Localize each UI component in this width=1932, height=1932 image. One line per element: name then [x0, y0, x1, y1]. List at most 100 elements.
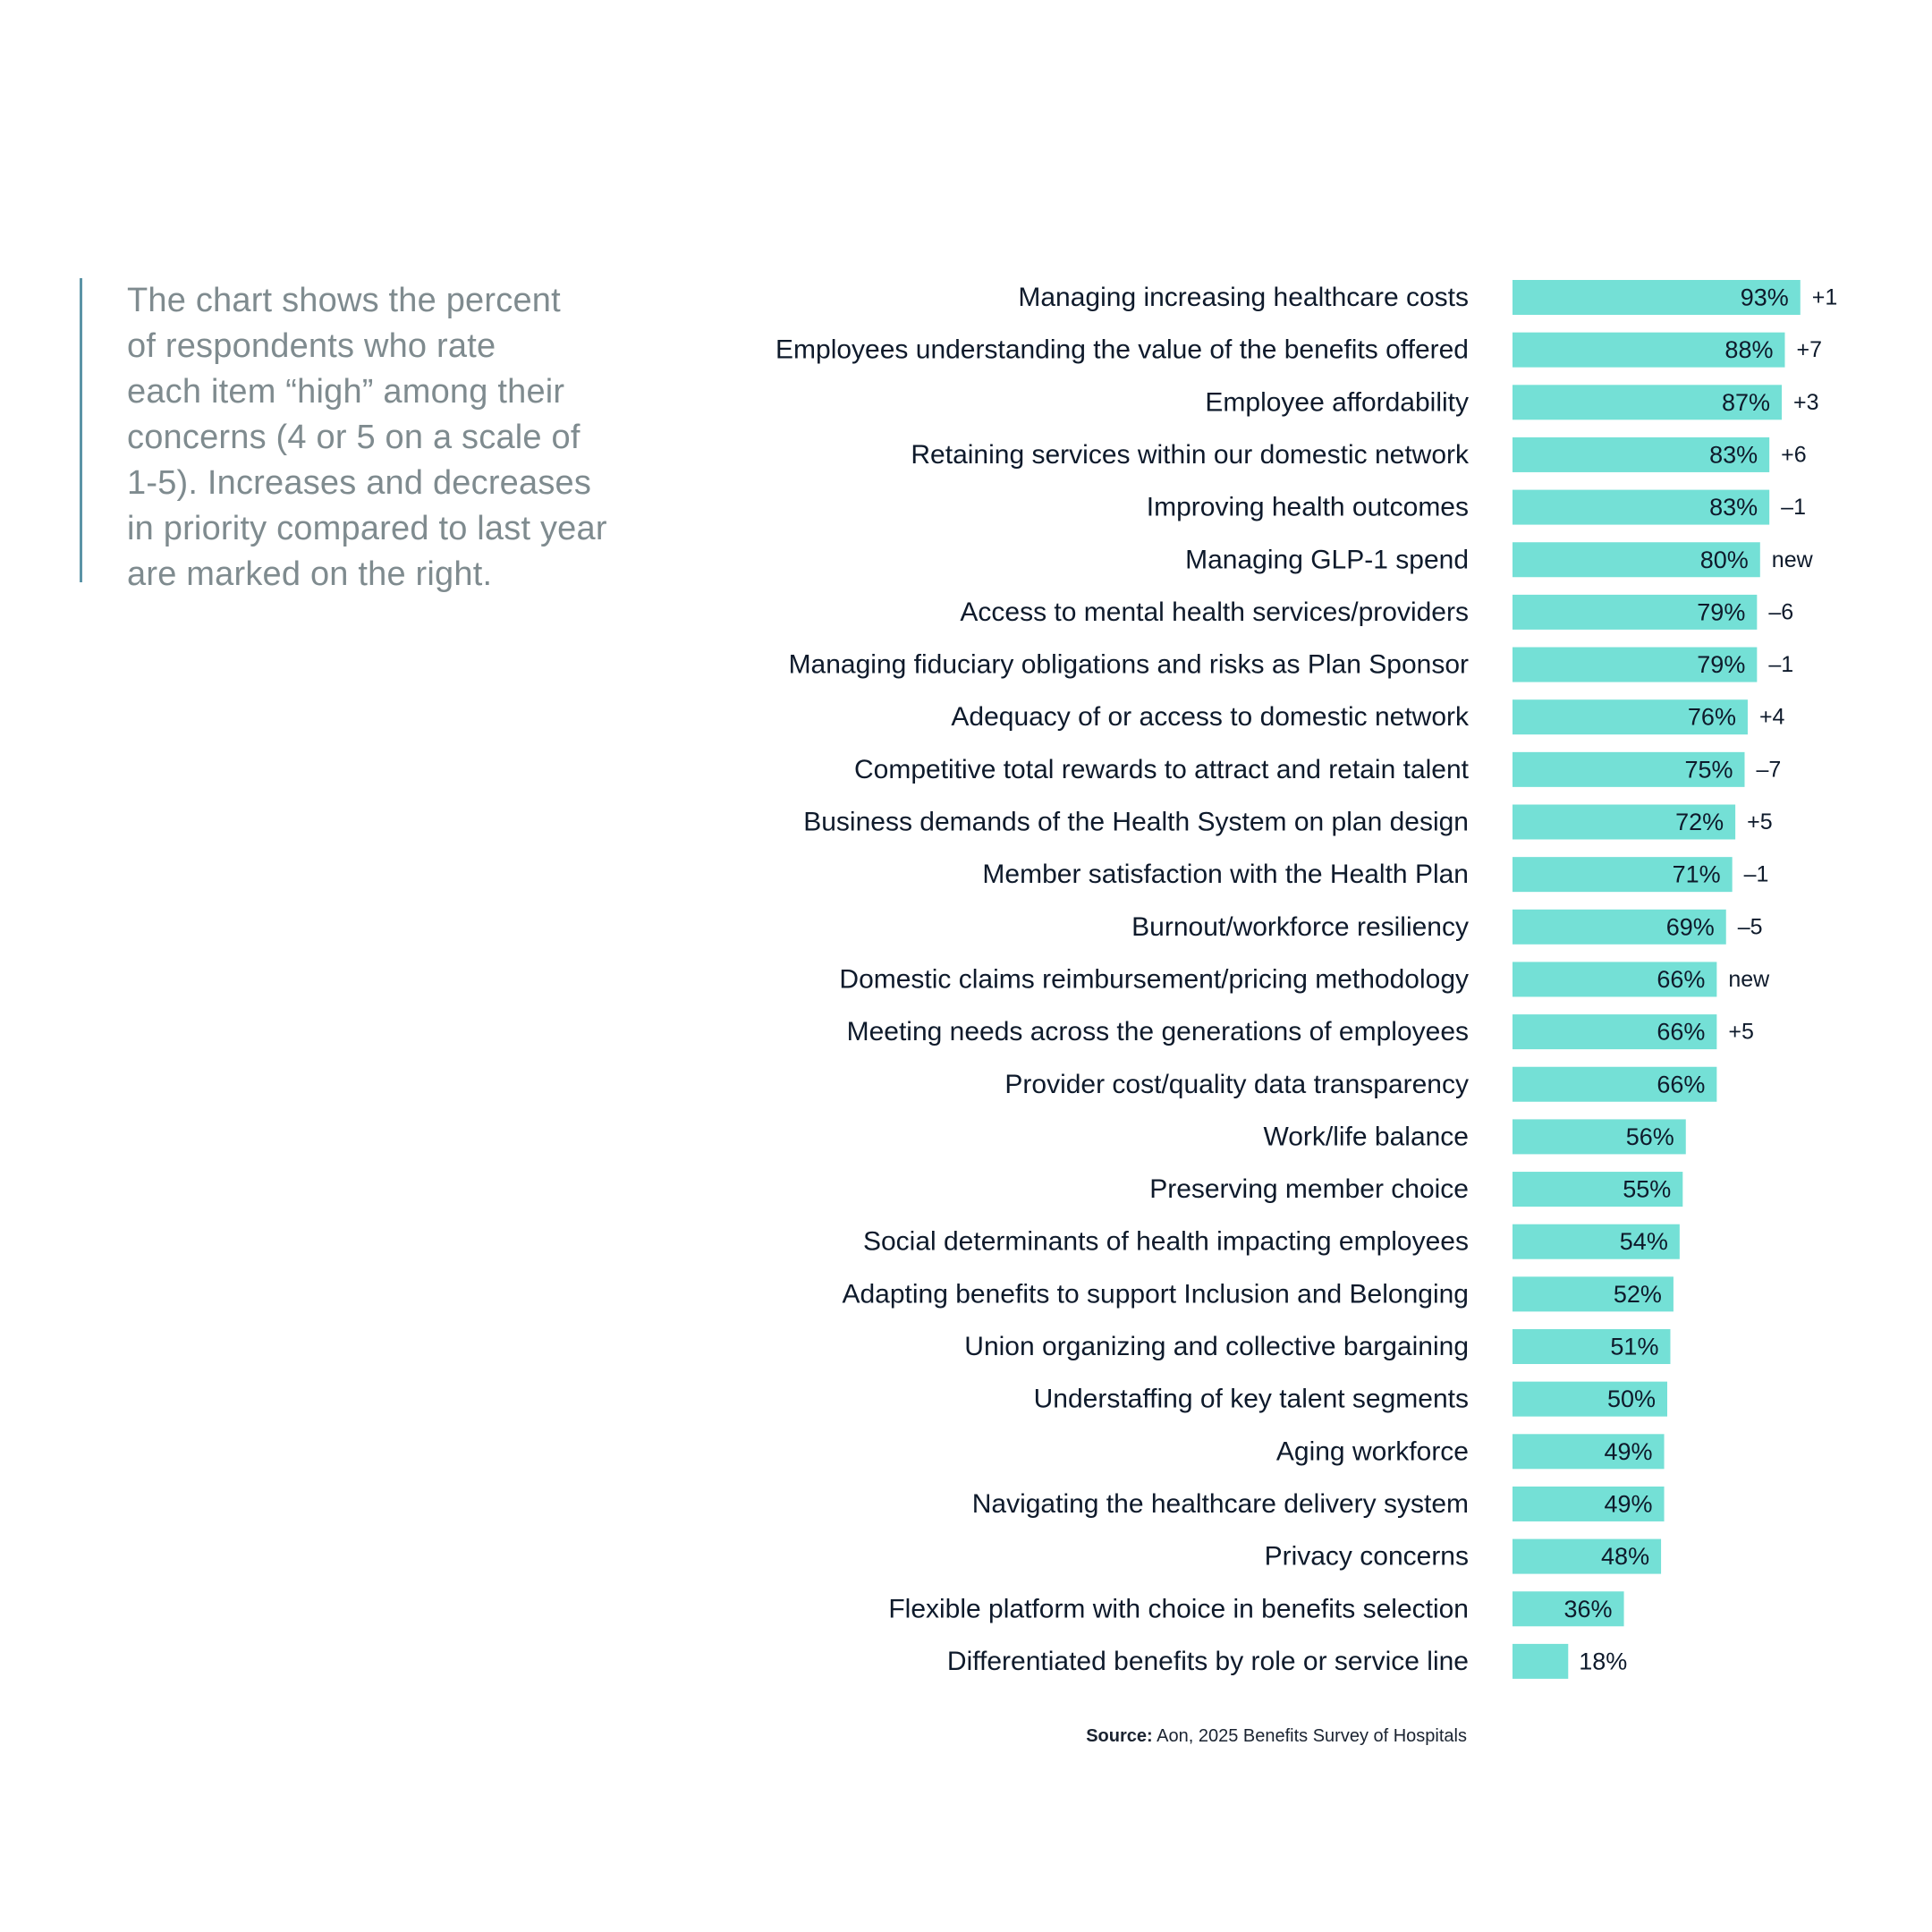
value-label: 80% [1700, 547, 1749, 573]
bar [1513, 1643, 1569, 1679]
description-line: 1-5). Increases and decreases [127, 464, 592, 502]
value-label: 56% [1626, 1123, 1674, 1150]
category-label: Access to mental health services/provide… [960, 597, 1469, 627]
description-line: each item “high” among their [127, 373, 565, 411]
bar [1513, 857, 1733, 893]
category-label: Managing increasing healthcare costs [1018, 283, 1469, 312]
category-label: Privacy concerns [1265, 1542, 1469, 1572]
bar [1513, 436, 1770, 472]
value-label: 55% [1623, 1176, 1671, 1203]
bar [1513, 542, 1760, 578]
category-label: Flexible platform with choice in benefit… [888, 1594, 1469, 1623]
category-label: Differentiated benefits by role or servi… [947, 1647, 1469, 1676]
bar [1513, 1486, 1665, 1521]
category-label: Managing GLP-1 spend [1185, 545, 1469, 574]
value-label: 76% [1688, 704, 1736, 731]
bar [1513, 909, 1726, 945]
value-label: 71% [1673, 861, 1721, 888]
bar [1513, 280, 1801, 315]
value-label: 66% [1657, 1019, 1705, 1046]
category-label: Business demands of the Health System on… [803, 808, 1469, 837]
change-label: –1 [1781, 495, 1806, 520]
description-line: are marked on the right. [127, 555, 493, 593]
bar [1513, 804, 1736, 840]
value-label: 75% [1684, 756, 1733, 783]
bar [1513, 751, 1745, 787]
category-label: Union organizing and collective bargaini… [964, 1332, 1469, 1361]
bar [1513, 1434, 1665, 1470]
value-label: 83% [1709, 494, 1758, 521]
bar [1513, 1329, 1671, 1364]
bar [1513, 1066, 1717, 1102]
change-label: +7 [1796, 337, 1822, 362]
value-label: 87% [1722, 389, 1770, 416]
category-label: Adequacy of or access to domestic networ… [951, 702, 1470, 732]
category-label: Provider cost/quality data transparency [1004, 1070, 1469, 1099]
category-label: Employee affordability [1205, 387, 1469, 417]
value-label: 48% [1601, 1543, 1649, 1570]
category-label: Work/life balance [1263, 1122, 1469, 1151]
bar [1513, 594, 1758, 630]
category-label: Managing fiduciary obligations and risks… [789, 650, 1469, 680]
bar [1513, 699, 1748, 735]
source-text: Aon, 2025 Benefits Survey of Hospitals [1152, 1726, 1467, 1746]
value-label: 88% [1724, 336, 1773, 363]
value-label: 49% [1604, 1490, 1652, 1517]
bar [1513, 1172, 1683, 1208]
value-label: 93% [1741, 284, 1789, 311]
bar [1513, 385, 1783, 420]
description-line: concerns (4 or 5 on a scale of [127, 419, 580, 456]
value-label: 83% [1709, 441, 1758, 468]
bar [1513, 1276, 1674, 1312]
value-label: 50% [1607, 1385, 1656, 1412]
value-label: 79% [1697, 651, 1745, 678]
category-label: Improving health outcomes [1147, 493, 1469, 522]
change-label: –1 [1744, 862, 1769, 887]
value-label: 51% [1610, 1334, 1658, 1360]
category-label: Employees understanding the value of the… [775, 335, 1469, 365]
change-label: –1 [1768, 652, 1793, 677]
value-label: 49% [1604, 1438, 1652, 1465]
value-label: 36% [1564, 1596, 1613, 1623]
value-label: 69% [1666, 913, 1715, 940]
value-label: 54% [1620, 1228, 1668, 1255]
bar [1513, 647, 1758, 682]
category-label: Domestic claims reimbursement/pricing me… [839, 964, 1469, 994]
change-label: new [1772, 547, 1814, 572]
change-label: +5 [1747, 809, 1773, 835]
change-label: new [1728, 967, 1770, 992]
description-line: in priority compared to last year [127, 510, 607, 547]
category-label: Member satisfaction with the Health Plan [982, 860, 1469, 889]
bar [1513, 1014, 1717, 1050]
value-label: 66% [1657, 1071, 1705, 1097]
bar [1513, 1119, 1686, 1155]
category-label: Preserving member choice [1149, 1174, 1469, 1204]
change-label: –6 [1768, 599, 1793, 624]
value-label: 66% [1657, 966, 1705, 993]
source-label: Source: [1086, 1726, 1153, 1746]
source-note: Source: Aon, 2025 Benefits Survey of Hos… [1086, 1726, 1467, 1747]
chart-description: The chart shows the percent of responden… [80, 278, 634, 593]
change-label: +1 [1812, 285, 1838, 310]
value-label: 79% [1697, 598, 1745, 625]
bar [1513, 1224, 1680, 1259]
category-label: Burnout/workforce resiliency [1131, 912, 1469, 942]
bar [1513, 332, 1785, 368]
description-line: of respondents who rate [127, 327, 496, 365]
bar [1513, 1538, 1662, 1574]
category-label: Meeting needs across the generations of … [847, 1017, 1469, 1046]
change-label: +6 [1781, 442, 1807, 467]
bar [1513, 1381, 1667, 1417]
change-label: +4 [1759, 705, 1785, 730]
change-label: –5 [1738, 914, 1763, 939]
change-label: +3 [1793, 390, 1819, 415]
bar [1513, 489, 1770, 525]
change-label: –7 [1757, 757, 1782, 782]
description-line: The chart shows the percent [127, 282, 561, 319]
category-label: Navigating the healthcare delivery syste… [972, 1489, 1469, 1519]
value-label: 18% [1579, 1648, 1627, 1674]
bar [1513, 962, 1717, 997]
value-label: 52% [1614, 1281, 1662, 1308]
value-label: 72% [1675, 809, 1724, 835]
